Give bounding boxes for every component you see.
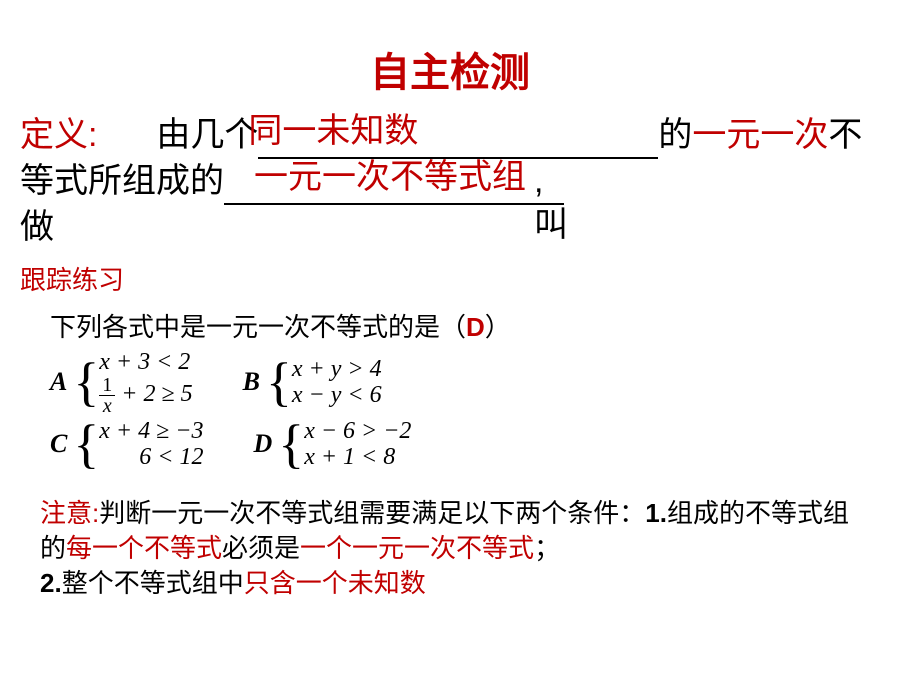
eqs-C: x + 4 ≥ −3 6 < 12: [99, 418, 203, 471]
option-C: C { x + 4 ≥ −3 6 < 12: [50, 418, 203, 471]
eqs-A: x + 3 < 2 1x + 2 ≥ 5: [99, 349, 192, 416]
brace-icon: {: [278, 419, 304, 469]
label-C: C: [50, 429, 67, 459]
option-row-1: A { x + 3 < 2 1x + 2 ≥ 5 B { x + y > 4 x…: [50, 349, 880, 416]
option-D: D { x − 6 > −2 x + 1 < 8: [253, 418, 411, 471]
option-A: A { x + 3 < 2 1x + 2 ≥ 5: [50, 349, 193, 416]
note-n1: 1.: [645, 498, 667, 528]
note-label: 注意:: [40, 498, 99, 528]
eqs-B: x + y > 4 x − y < 6: [292, 356, 382, 409]
eq-B1: x + y > 4: [292, 356, 382, 382]
brace-icon: {: [73, 419, 99, 469]
def-t6: 做: [20, 208, 54, 246]
question-stem: 下列各式中是一元一次不等式的是（D）: [50, 307, 880, 344]
note-r2: 一个一元一次不等式: [300, 533, 534, 563]
definition-block: 定义: 由几个同一未知数 的一元一次不等式所组成的一元一次不等式组 ,叫 做: [20, 113, 880, 250]
eqs-D: x − 6 > −2 x + 1 < 8: [304, 418, 411, 471]
option-row-2: C { x + 4 ≥ −3 6 < 12 D { x − 6 > −2 x +…: [50, 418, 880, 471]
eq-A1: x + 3 < 2: [99, 349, 192, 375]
note-t1: 判断一元一次不等式组需要满足以下两个条件：: [99, 498, 645, 528]
label-A: A: [50, 367, 67, 397]
page-title: 自主检测: [20, 40, 880, 98]
option-B: B { x + y > 4 x − y < 6: [243, 356, 382, 409]
note-n2: 2.: [40, 568, 62, 598]
note-r3: 只含一个未知数: [244, 568, 426, 598]
note-t5: 整个不等式组中: [62, 568, 244, 598]
definition-label: 定义:: [20, 116, 97, 154]
brace-icon: {: [266, 357, 292, 407]
fill-2: 一元一次不等式组: [254, 155, 526, 199]
brace-icon: {: [73, 357, 99, 407]
label-D: D: [253, 429, 272, 459]
blank-2: 一元一次不等式组: [224, 159, 564, 205]
eq-A2: 1x + 2 ≥ 5: [99, 375, 192, 416]
eq-D1: x − 6 > −2: [304, 418, 411, 444]
def-t1: 由几个: [156, 116, 258, 154]
fraction: 1x: [99, 375, 115, 416]
note-block: 注意:判断一元一次不等式组需要满足以下两个条件：1.组成的不等式组的每一个不等式…: [40, 496, 860, 601]
note-r1: 每一个不等式: [66, 533, 222, 563]
eq-C1: x + 4 ≥ −3: [99, 418, 203, 444]
fill-1: 同一未知数: [248, 109, 418, 153]
def-t2: 的: [658, 116, 692, 154]
answer: D: [466, 312, 485, 342]
label-B: B: [243, 367, 260, 397]
eq-B2: x − y < 6: [292, 382, 382, 408]
note-t3: 必须是: [222, 533, 300, 563]
eq-C2: 6 < 12: [99, 444, 203, 470]
practice-label: 跟踪练习: [20, 260, 880, 297]
eq-D2: x + 1 < 8: [304, 444, 411, 470]
def-t3: 一元一次: [692, 116, 828, 154]
question-text: 下列各式中是一元一次不等式的是（: [50, 313, 466, 342]
note-t4: ；: [534, 533, 560, 563]
blank-1: 同一未知数: [258, 113, 658, 159]
question-close: ）: [485, 313, 511, 342]
options: A { x + 3 < 2 1x + 2 ≥ 5 B { x + y > 4 x…: [50, 349, 880, 471]
slide: 自主检测 定义: 由几个同一未知数 的一元一次不等式所组成的一元一次不等式组 ,…: [0, 0, 900, 670]
